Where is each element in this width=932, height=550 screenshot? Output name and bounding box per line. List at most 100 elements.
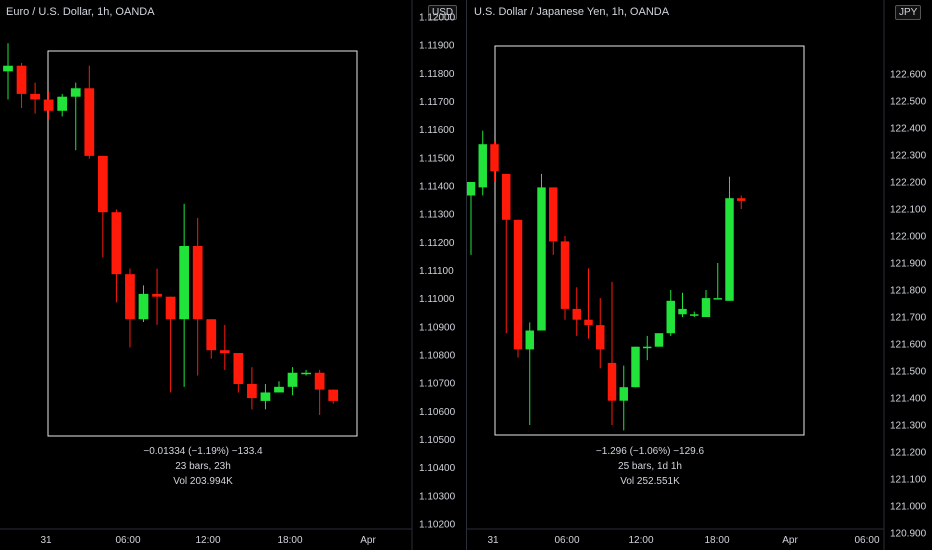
chart-title: U.S. Dollar / Japanese Yen, 1h, OANDA — [474, 6, 670, 18]
y-tick-label: 122.100 — [890, 205, 927, 216]
currency-badge[interactable]: USD — [428, 5, 458, 20]
y-tick-label: 1.11600 — [419, 125, 455, 136]
y-tick-label: 121.400 — [890, 394, 927, 405]
candle-body — [678, 308, 687, 315]
candle-body — [502, 173, 511, 220]
candle — [502, 173, 511, 334]
currency-badge[interactable]: JPY — [895, 5, 922, 20]
candle-body — [619, 387, 628, 401]
candle — [125, 268, 135, 348]
y-tick-label: 121.500 — [890, 367, 927, 378]
y-tick-label: 1.10800 — [419, 351, 456, 362]
y-tick-label: 1.11700 — [419, 97, 455, 108]
candle-body — [70, 88, 81, 97]
candle — [314, 369, 325, 415]
y-tick-label: 121.300 — [890, 421, 927, 432]
candle — [643, 335, 652, 361]
candle-body — [138, 293, 149, 320]
y-tick-label: 1.11800 — [419, 69, 455, 80]
y-tick-label: 122.400 — [890, 124, 927, 135]
candle-body — [654, 333, 664, 347]
candle-body — [643, 346, 652, 349]
y-tick-label: 1.10900 — [419, 322, 456, 333]
candle-body — [549, 187, 558, 242]
candle — [513, 219, 523, 358]
candle-body — [111, 212, 122, 275]
candle — [701, 290, 711, 317]
y-tick-label: 122.600 — [890, 70, 927, 81]
measure-bars: 25 bars, 1d 1h — [618, 461, 682, 472]
pane-divider[interactable] — [466, 0, 467, 550]
y-tick-label: 120.900 — [890, 529, 927, 540]
y-tick-label: 121.100 — [890, 475, 927, 486]
candle-body — [84, 88, 95, 156]
measure-change: −0.01334 (−1.19%) −133.4 — [143, 446, 263, 457]
chart-pane-eurusd[interactable]: Euro / U.S. Dollar, 1h, OANDA USD 1.1020… — [0, 0, 466, 550]
candle — [725, 176, 734, 301]
candle — [713, 263, 722, 300]
candle — [678, 292, 687, 317]
candle — [111, 209, 122, 303]
candle — [138, 285, 149, 323]
candle — [654, 333, 664, 347]
candle-body — [525, 330, 534, 350]
candle — [478, 130, 487, 196]
candle — [607, 281, 617, 425]
chart-pane-usdjpy[interactable]: U.S. Dollar / Japanese Yen, 1h, OANDA JP… — [467, 0, 932, 550]
candle — [260, 384, 271, 410]
measure-bars: 23 bars, 23h — [175, 461, 231, 472]
candle-body — [233, 353, 244, 385]
candle-body — [16, 65, 27, 94]
x-tick-label: Apr — [360, 535, 376, 546]
candle-body — [490, 144, 499, 172]
candle — [631, 346, 640, 388]
y-tick-label: 122.300 — [890, 151, 927, 162]
candle — [537, 173, 546, 331]
candle-body — [192, 245, 203, 320]
candle-body — [478, 144, 487, 188]
candle-body — [57, 96, 68, 111]
candle-body — [725, 198, 734, 301]
candle — [549, 187, 558, 255]
y-tick-label: 1.10700 — [419, 379, 456, 390]
y-tick-label: 1.11000 — [419, 294, 455, 305]
candle — [3, 43, 13, 100]
candle-body — [43, 99, 54, 111]
candle-body — [513, 219, 523, 350]
y-tick-label: 1.10500 — [419, 435, 456, 446]
candle — [619, 365, 628, 431]
candle-body — [537, 187, 546, 331]
usdjpy-chart-svg[interactable]: 120.900 121.000 121.100 121.200 121.300 121.4… — [467, 0, 932, 550]
candle — [247, 367, 257, 410]
candle — [287, 367, 298, 396]
measure-volume: Vol 203.994K — [173, 476, 233, 487]
candle-body — [666, 300, 675, 334]
candle-body — [572, 308, 581, 320]
measure-selection-box[interactable] — [494, 45, 805, 436]
y-tick-label: 1.12000 — [419, 13, 456, 24]
candle-body — [97, 155, 108, 213]
candle — [666, 290, 675, 336]
y-tick-label: 121.800 — [890, 286, 927, 297]
candle-body — [3, 65, 13, 72]
candle — [572, 287, 581, 336]
candle — [584, 268, 593, 339]
candle — [206, 319, 217, 359]
x-tick-label: 18:00 — [704, 535, 729, 546]
y-tick-label: 1.10300 — [419, 491, 456, 502]
candle — [737, 195, 746, 209]
candle-body — [701, 298, 711, 317]
candle — [97, 155, 108, 258]
y-tick-label: 1.10200 — [419, 520, 456, 531]
candle — [165, 296, 176, 393]
y-tick-label: 121.700 — [890, 313, 927, 324]
eurusd-chart-svg[interactable]: 1.10200 1.10300 1.10400 1.10500 1.10600 1.107… — [0, 0, 466, 550]
candle — [690, 311, 699, 317]
candle-body — [125, 274, 135, 320]
candle-body — [467, 182, 476, 196]
candle — [274, 381, 284, 393]
candle-body — [713, 298, 722, 300]
candle-body — [287, 372, 298, 387]
measure-selection-box[interactable] — [47, 50, 358, 437]
candle-body — [631, 346, 640, 388]
